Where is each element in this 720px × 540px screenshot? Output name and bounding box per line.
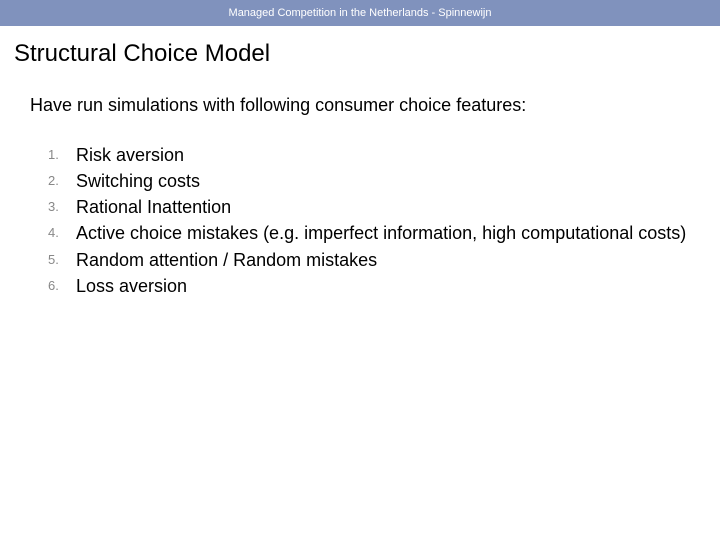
features-list: Risk aversion Switching costs Rational I… (0, 117, 720, 299)
header-text: Managed Competition in the Netherlands -… (229, 7, 492, 19)
list-item: Random attention / Random mistakes (48, 248, 690, 272)
list-item: Risk aversion (48, 143, 690, 167)
slide-title: Structural Choice Model (0, 26, 720, 68)
header-bar: Managed Competition in the Netherlands -… (0, 0, 720, 26)
list-item: Rational Inattention (48, 195, 690, 219)
list-item: Loss aversion (48, 274, 690, 298)
list-item: Switching costs (48, 169, 690, 193)
list-item: Active choice mistakes (e.g. imperfect i… (48, 221, 690, 245)
intro-paragraph: Have run simulations with following cons… (0, 68, 720, 117)
